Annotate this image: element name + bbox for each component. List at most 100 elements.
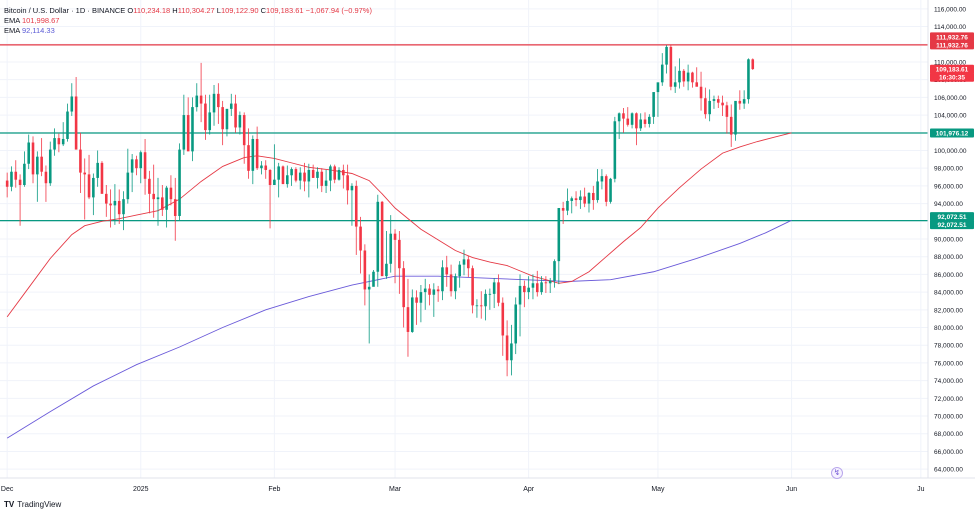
candle-body: [204, 103, 207, 131]
candle-body: [27, 142, 30, 164]
y-tick-label: 104,000.00: [934, 113, 967, 120]
x-tick-label: Mar: [389, 486, 402, 493]
y-tick-label: 90,000.00: [934, 237, 963, 244]
ema-slow-label: EMA: [4, 26, 20, 35]
candle-body: [471, 268, 474, 306]
x-axis[interactable]: Dec 2025 Feb Mar Apr May Jun Ju: [0, 477, 975, 493]
candle-body: [505, 335, 509, 361]
candle-body: [660, 64, 664, 83]
candle-body: [574, 198, 578, 201]
candle-body: [725, 105, 729, 117]
y-tick-label: 98,000.00: [934, 166, 963, 173]
candle-body: [14, 171, 18, 180]
ema-fast-value: 101,998.67: [21, 16, 60, 25]
candle-body: [40, 156, 43, 172]
y-tick-label: 100,000.00: [934, 148, 967, 155]
close-value: 109,183.61: [266, 6, 304, 15]
candle-body: [281, 166, 285, 185]
candle-body: [350, 185, 354, 191]
candle-body: [398, 239, 401, 269]
candle-body: [540, 282, 543, 293]
ema-slow-tag-1-label: 92,072.51: [938, 214, 967, 221]
candle-body: [617, 113, 621, 122]
candle-body: [298, 172, 302, 181]
y-tick-label: 72,000.00: [934, 396, 963, 403]
x-tick-label: Dec: [1, 486, 14, 493]
candle-body: [290, 169, 293, 176]
candle-body: [18, 179, 22, 186]
candle-body: [747, 59, 750, 100]
candle-body: [104, 193, 108, 204]
candle-body: [5, 180, 9, 187]
candle-body: [277, 166, 280, 180]
candle-body: [454, 276, 457, 292]
candle-body: [410, 297, 414, 332]
y-tick-label: 116,000.00: [934, 6, 966, 13]
candle-body: [316, 171, 319, 178]
y-tick-label: 84,000.00: [934, 290, 963, 297]
candle-body: [117, 200, 121, 215]
candle-body: [242, 115, 246, 146]
ema-slow-tag-2-bg: [930, 220, 974, 230]
ema-fast-tag-label: 101,976.12: [936, 130, 969, 137]
y-tick-label: 68,000.00: [934, 431, 963, 438]
high-value: 110,304.27: [177, 6, 215, 15]
candle-body: [742, 99, 746, 104]
x-tick-label: 2025: [133, 486, 149, 493]
candle-body: [208, 112, 212, 131]
horizontal-lines[interactable]: [0, 44, 928, 222]
candle-body: [613, 121, 617, 179]
y-tick-label: 64,000.00: [934, 467, 963, 474]
candle-body: [359, 226, 362, 251]
last-price-tag-label: 109,183.61: [936, 67, 969, 74]
candle-body: [66, 111, 69, 139]
candle-body: [566, 200, 569, 211]
candle-body: [156, 197, 160, 200]
y-tick-label: 106,000.00: [934, 95, 967, 102]
close-label: C: [260, 6, 267, 15]
candle-body: [238, 115, 242, 128]
candle-body: [514, 304, 518, 344]
ema-slow-tag-1-bg: [930, 212, 974, 222]
candle-body: [212, 93, 216, 113]
ema-slow-line: [6, 219, 792, 439]
candle-body: [57, 138, 61, 145]
y-tick-label: 88,000.00: [934, 254, 963, 261]
candle-body: [337, 169, 341, 180]
candle-body: [393, 233, 397, 240]
candle-body: [385, 263, 388, 277]
candle-body: [729, 116, 733, 135]
candle-body: [221, 107, 224, 130]
candle-body: [553, 261, 556, 281]
candle-body: [449, 274, 453, 292]
candle-body: [195, 95, 199, 108]
tradingview-brand[interactable]: TV TradingView: [4, 500, 61, 509]
resistance-tag-bg: [930, 32, 974, 42]
candle-body: [70, 96, 74, 112]
ema-slow-row[interactable]: EMA 92,114.33: [4, 26, 372, 36]
candle-body: [372, 271, 375, 287]
ema-fast-row[interactable]: EMA 101,998.67: [4, 16, 372, 26]
candle-body: [721, 102, 724, 106]
candle-body: [255, 138, 259, 169]
candle-body: [467, 259, 470, 269]
ema-slow-tag-2-label: 92,072.51: [938, 222, 967, 229]
candle-body: [712, 99, 716, 101]
candle-body: [10, 171, 13, 187]
candle-body: [380, 201, 384, 277]
candle-body: [579, 196, 582, 201]
x-tick-label: Ju: [917, 486, 925, 493]
open-value: 110,234.18: [133, 6, 171, 15]
candle-body: [686, 72, 690, 82]
y-tick-label: 96,000.00: [934, 183, 963, 190]
candles[interactable]: [5, 45, 755, 377]
candle-body: [324, 180, 328, 186]
candle-body: [311, 169, 315, 178]
change-value: −1,067.94 (−0.97%): [305, 6, 372, 15]
candle-body: [557, 208, 561, 262]
candle-body: [682, 70, 686, 82]
lightning-icon[interactable]: ↯: [831, 467, 843, 479]
candle-body: [148, 178, 151, 194]
symbol-title[interactable]: Bitcoin / U.S. Dollar · 1D · BINANCE: [4, 6, 126, 15]
